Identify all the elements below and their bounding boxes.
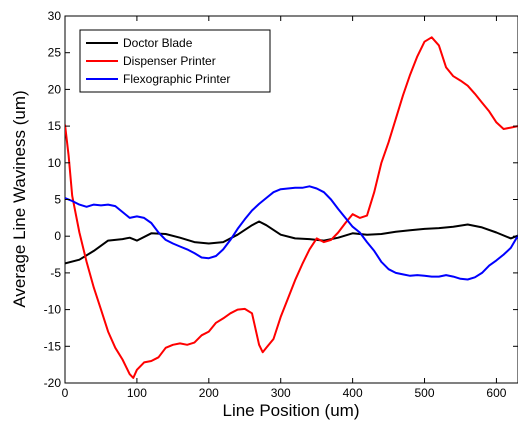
series-line-doctor-blade (65, 220, 518, 265)
legend-label-dispenser-printer: Dispenser Printer (123, 54, 216, 68)
x-tick-label: 0 (62, 386, 69, 400)
x-tick-label: 500 (415, 386, 435, 400)
x-tick-label: 100 (127, 386, 147, 400)
x-tick-label: 300 (271, 386, 291, 400)
x-tick-label: 600 (486, 386, 506, 400)
y-tick-label: -5 (50, 266, 61, 280)
legend-label-doctor-blade: Doctor Blade (123, 36, 193, 50)
y-tick-label: 10 (48, 156, 62, 170)
series-line-dispenser-printer (65, 36, 518, 379)
x-axis-label: Line Position (um) (222, 401, 359, 420)
x-tick-label: 400 (343, 386, 363, 400)
y-tick-label: 30 (48, 9, 62, 23)
series-layer (65, 36, 518, 379)
x-tick-label: 200 (199, 386, 219, 400)
y-tick-label: 0 (54, 229, 61, 243)
y-tick-label: 20 (48, 82, 62, 96)
y-tick-label: -20 (44, 376, 62, 390)
y-tick-label: -15 (44, 339, 62, 353)
legend: Doctor Blade Dispenser Printer Flexographi… (79, 29, 271, 93)
legend-label-flexographic-printer: Flexographic Printer (123, 72, 230, 86)
series-line-flexographic-printer (65, 185, 518, 281)
y-tick-label: 15 (48, 119, 62, 133)
y-tick-label: 25 (48, 46, 62, 60)
y-tick-label: 5 (54, 193, 61, 207)
axes-layer: 0 100 200 300 400 500 600 -20 -15 -10 -5 0 5 10 15 20 25… (44, 9, 518, 400)
y-axis-label: Average Line Waviness (um) (10, 90, 29, 307)
y-tick-label: -10 (44, 303, 62, 317)
